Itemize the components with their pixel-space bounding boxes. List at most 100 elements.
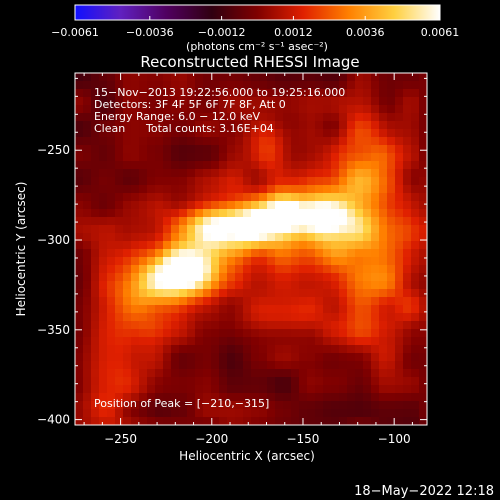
heatmap-cell <box>307 297 316 306</box>
heatmap-cell <box>155 377 164 386</box>
heatmap-cell <box>123 105 132 114</box>
heatmap-cell <box>195 313 204 322</box>
heatmap-cell <box>83 137 92 146</box>
heatmap-cell <box>347 329 356 338</box>
heatmap-cell <box>315 73 324 82</box>
heatmap-cell <box>283 97 292 106</box>
heatmap-cell <box>115 369 124 378</box>
heatmap-cell <box>387 393 396 402</box>
heatmap-cell <box>163 161 172 170</box>
heatmap-cell <box>123 409 132 418</box>
heatmap-cell <box>323 345 332 354</box>
heatmap-cell <box>307 169 316 178</box>
heatmap-cell <box>99 129 108 138</box>
annotation-counts: Total counts: 3.16E+04 <box>145 122 274 135</box>
heatmap-cell <box>91 369 100 378</box>
heatmap-cell <box>187 329 196 338</box>
heatmap-cell <box>203 305 212 314</box>
heatmap-cell <box>259 417 268 425</box>
heatmap-cell <box>371 217 380 226</box>
heatmap-cell <box>379 305 388 314</box>
heatmap-cell <box>403 137 412 146</box>
heatmap-cell <box>355 249 364 258</box>
heatmap-cell <box>75 209 84 218</box>
heatmap-cell <box>419 137 427 146</box>
heatmap-cell <box>267 161 276 170</box>
heatmap-cell <box>307 305 316 314</box>
heatmap-cell <box>75 153 84 162</box>
heatmap-cell <box>323 153 332 162</box>
heatmap-cell <box>267 313 276 322</box>
y-tick-label: −300 <box>37 233 70 247</box>
heatmap-cell <box>347 145 356 154</box>
heatmap-cell <box>131 113 140 122</box>
heatmap-cell <box>123 385 132 394</box>
heatmap-cell <box>211 417 220 425</box>
heatmap-cell <box>275 393 284 402</box>
heatmap-cell <box>331 257 340 266</box>
heatmap-cell <box>123 313 132 322</box>
heatmap-cell <box>195 241 204 250</box>
heatmap-cell <box>139 297 148 306</box>
heatmap-cell <box>323 257 332 266</box>
heatmap-cell <box>147 313 156 322</box>
heatmap-cell <box>395 137 404 146</box>
heatmap-cell <box>331 241 340 250</box>
heatmap-cell <box>243 169 252 178</box>
heatmap-cell <box>235 81 244 90</box>
heatmap-cell <box>163 417 172 425</box>
heatmap-cell <box>163 409 172 418</box>
heatmap-cell <box>147 289 156 298</box>
heatmap-cell <box>123 225 132 234</box>
heatmap-cell <box>379 73 388 82</box>
heatmap-cell <box>379 329 388 338</box>
heatmap-cell <box>187 89 196 98</box>
heatmap-cell <box>171 121 180 130</box>
heatmap-cell <box>107 185 116 194</box>
heatmap-cell <box>363 265 372 274</box>
heatmap-cell <box>243 329 252 338</box>
heatmap-cell <box>403 73 412 82</box>
heatmap-cell <box>75 129 84 138</box>
heatmap-cell <box>355 177 364 186</box>
heatmap-cell <box>211 113 220 122</box>
heatmap-cell <box>107 329 116 338</box>
heatmap-cell <box>227 345 236 354</box>
heatmap-cell <box>411 201 420 210</box>
heatmap-cell <box>291 217 300 226</box>
heatmap-cell <box>147 81 156 90</box>
x-axis-label: Heliocentric X (arcsec) <box>179 449 315 463</box>
heatmap-cell <box>395 169 404 178</box>
heatmap-cell <box>275 337 284 346</box>
heatmap-cell <box>323 81 332 90</box>
heatmap-cell <box>259 137 268 146</box>
heatmap-cell <box>419 321 427 330</box>
heatmap-cell <box>91 337 100 346</box>
heatmap-cell <box>275 233 284 242</box>
heatmap-cell <box>307 273 316 282</box>
heatmap-cell <box>99 177 108 186</box>
heatmap-cell <box>387 137 396 146</box>
heatmap-cell <box>307 329 316 338</box>
heatmap-cell <box>179 233 188 242</box>
heatmap-cell <box>107 153 116 162</box>
heatmap-cell <box>275 289 284 298</box>
heatmap-cell <box>323 281 332 290</box>
heatmap-cell <box>371 129 380 138</box>
heatmap-cell <box>355 353 364 362</box>
heatmap-cell <box>251 361 260 370</box>
heatmap-cell <box>331 385 340 394</box>
heatmap-cell <box>371 337 380 346</box>
heatmap-cell <box>315 289 324 298</box>
heatmap-cell <box>251 369 260 378</box>
heatmap-cell <box>123 337 132 346</box>
heatmap-cell <box>155 393 164 402</box>
heatmap-cell <box>299 273 308 282</box>
heatmap-cell <box>83 361 92 370</box>
heatmap-cell <box>331 417 340 425</box>
heatmap-cell <box>163 369 172 378</box>
x-tick-label: −250 <box>104 432 137 446</box>
heatmap-cell <box>131 177 140 186</box>
heatmap-cell <box>275 249 284 258</box>
heatmap-cell <box>315 297 324 306</box>
